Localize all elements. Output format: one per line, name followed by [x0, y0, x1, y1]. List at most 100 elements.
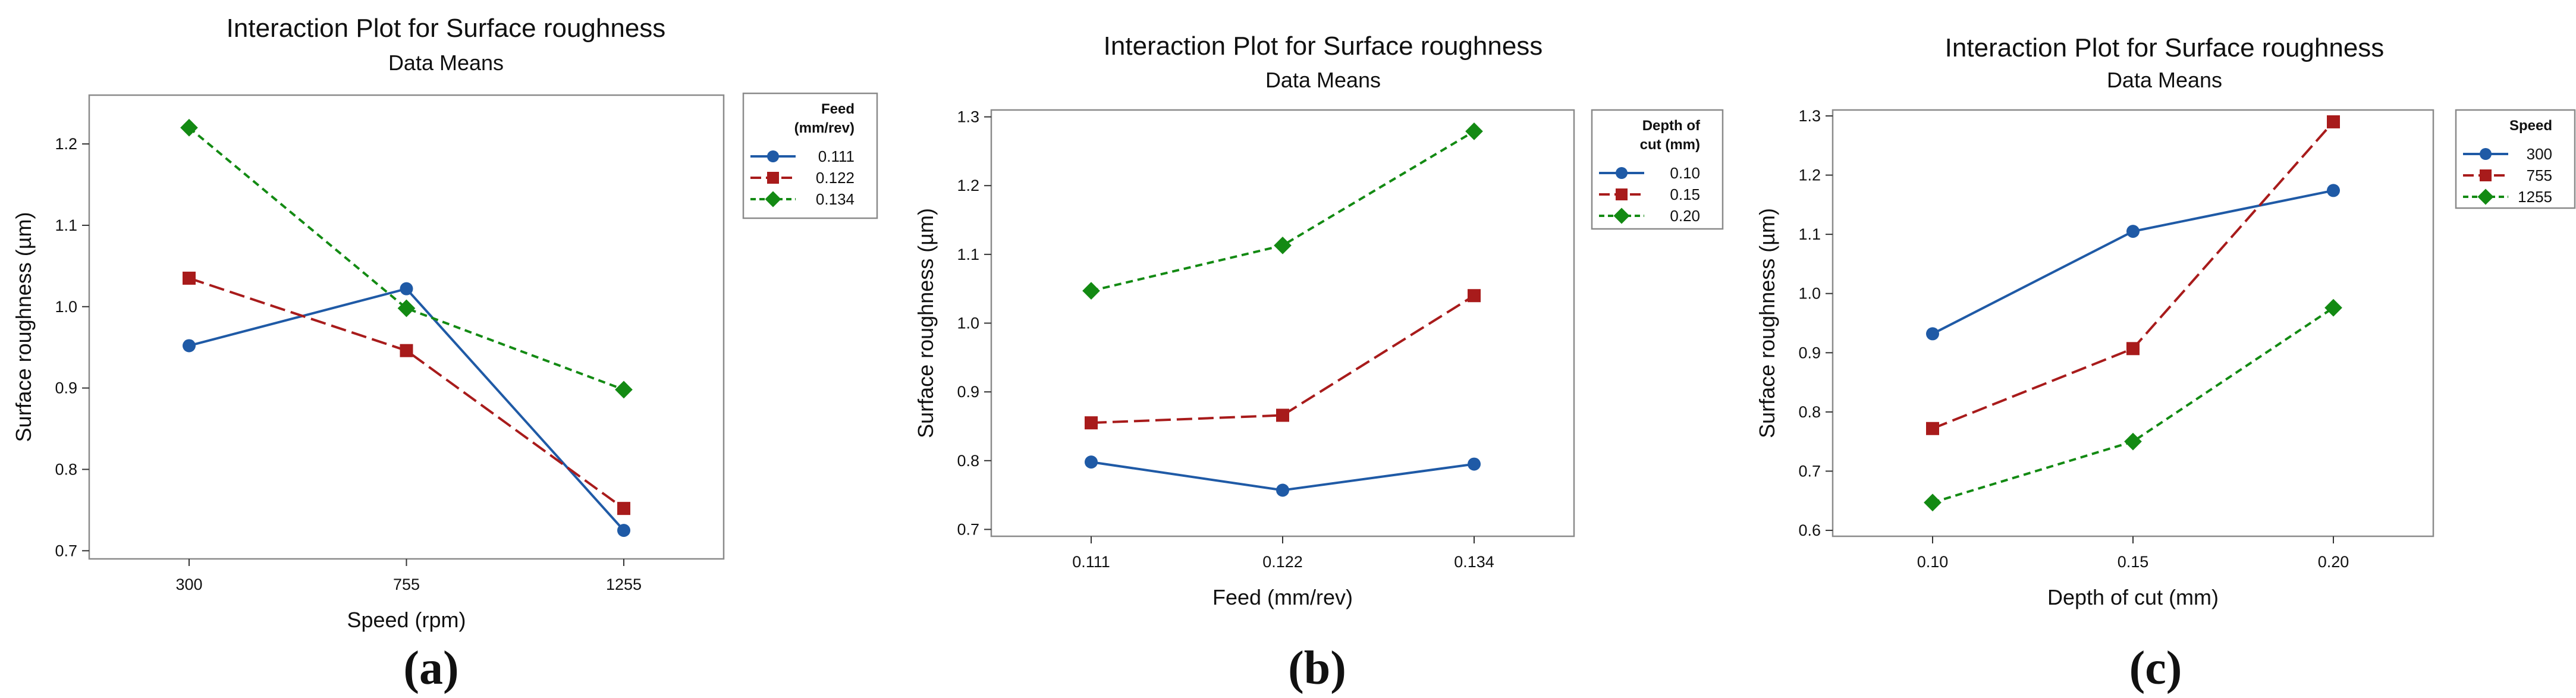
legend-marker — [2480, 169, 2492, 181]
y-axis-label: Surface roughness (µm) — [913, 208, 938, 438]
y-tick-label: 1.3 — [957, 108, 979, 126]
plot-area — [88, 94, 725, 560]
data-point — [397, 299, 416, 317]
legend-title: Feed — [821, 101, 855, 117]
data-point — [617, 502, 630, 515]
data-point — [183, 271, 196, 285]
legend-marker — [767, 172, 779, 184]
legend: Depth of cut (mm) 0.10 0.15 0.20 — [1591, 109, 1724, 230]
series-0.20 — [1082, 122, 1483, 300]
x-tick-label: 0.134 — [1454, 553, 1494, 571]
data-point — [1468, 457, 1481, 471]
chart-subtitle: Data Means — [1265, 68, 1381, 92]
y-tick-label: 1.0 — [55, 298, 77, 316]
data-point — [180, 118, 198, 137]
legend-title: Speed — [2509, 118, 2552, 134]
data-point — [1924, 493, 1942, 512]
data-point — [1274, 236, 1292, 254]
data-point — [615, 381, 633, 399]
legend-marker — [2477, 188, 2494, 205]
legend: Feed (mm/rev) 0.111 0.122 0.134 — [742, 92, 878, 219]
y-tick-label: 1.0 — [1798, 285, 1821, 303]
series-1255 — [1924, 298, 2342, 512]
data-point — [2124, 432, 2142, 451]
y-tick-label: 1.2 — [55, 135, 77, 153]
panel-label: (a) — [403, 642, 458, 694]
legend-marker — [1616, 167, 1628, 179]
y-tick-label: 0.8 — [55, 460, 77, 478]
series-0.122 — [183, 271, 630, 515]
data-point — [1276, 408, 1289, 422]
x-tick-label: 0.111 — [1072, 553, 1110, 571]
data-point — [1082, 282, 1100, 300]
chart-panel-1: Interaction Plot for Surface roughness Da… — [11, 14, 878, 694]
data-point — [1465, 122, 1483, 140]
legend-item: 755 — [2463, 166, 2552, 184]
chart-title: Interaction Plot for Surface roughness — [1104, 32, 1543, 61]
legend-title: Depth of — [1642, 118, 1701, 134]
legend-item: 0.15 — [1599, 185, 1700, 203]
data-point — [2324, 298, 2342, 317]
data-point — [2327, 115, 2340, 128]
data-point — [400, 344, 413, 357]
legend-item: 0.122 — [750, 169, 855, 187]
y-axis-label: Surface roughness (µm) — [11, 212, 36, 442]
panel-label: (b) — [1288, 642, 1346, 694]
chart-title: Interaction Plot for Surface roughness — [1945, 33, 2385, 62]
chart-subtitle: Data Means — [2107, 68, 2222, 92]
legend-marker — [1616, 188, 1628, 200]
legend-title: (mm/rev) — [794, 120, 855, 136]
x-tick-label: 0.122 — [1262, 553, 1303, 571]
series-line — [1932, 306, 2335, 504]
legend-label: 0.134 — [816, 190, 855, 208]
x-axis-label: Depth of cut (mm) — [2047, 585, 2219, 609]
panel-label: (c) — [2129, 642, 2182, 694]
series-755 — [1926, 115, 2340, 435]
legend-marker — [765, 191, 781, 207]
series-300 — [1926, 184, 2340, 341]
legend-label: 0.15 — [1670, 185, 1700, 203]
y-tick-label: 1.1 — [1798, 225, 1821, 243]
data-point — [183, 339, 196, 353]
legend-title: cut (mm) — [1640, 137, 1700, 153]
data-point — [617, 524, 630, 537]
legend-marker — [767, 150, 779, 162]
plot-area — [1832, 109, 2434, 537]
x-tick-label: 0.15 — [2118, 553, 2149, 571]
legend-label: 0.10 — [1670, 164, 1700, 182]
x-tick-label: 300 — [175, 576, 202, 593]
data-point — [2126, 342, 2140, 356]
y-tick-label: 0.9 — [957, 383, 979, 401]
series-0.134 — [180, 118, 633, 399]
legend-marker — [2480, 148, 2492, 160]
legend-label: 755 — [2527, 166, 2552, 184]
y-tick-label: 1.3 — [1798, 107, 1821, 125]
chart-panel-2: Interaction Plot for Surface roughness Da… — [913, 32, 1724, 694]
legend: Speed 300 755 1255 — [2455, 109, 2576, 209]
legend-label: 300 — [2527, 145, 2552, 163]
y-tick-label: 0.7 — [55, 542, 77, 559]
y-tick-label: 1.2 — [957, 177, 979, 194]
x-axis-label: Feed (mm/rev) — [1212, 585, 1353, 609]
legend-item: 0.20 — [1599, 207, 1700, 225]
y-tick-label: 0.8 — [957, 452, 979, 470]
data-point — [2327, 184, 2340, 197]
data-point — [1085, 416, 1098, 430]
data-point — [1276, 483, 1289, 497]
series-0.111 — [183, 282, 630, 537]
y-tick-label: 0.6 — [1798, 521, 1821, 539]
x-tick-label: 0.20 — [2318, 553, 2349, 571]
y-tick-label: 1.1 — [55, 216, 77, 234]
data-point — [2126, 225, 2140, 238]
legend-marker — [1613, 207, 1630, 224]
series-0.10 — [1085, 455, 1481, 497]
legend-label: 0.20 — [1670, 207, 1700, 225]
data-point — [1085, 455, 1098, 469]
legend-label: 1255 — [2518, 188, 2552, 206]
legend-item: 0.10 — [1599, 164, 1700, 182]
y-tick-label: 0.7 — [1798, 462, 1821, 480]
plot-area — [990, 109, 1575, 537]
y-tick-label: 1.2 — [1798, 166, 1821, 184]
chart-title: Interaction Plot for Surface roughness — [227, 14, 666, 43]
